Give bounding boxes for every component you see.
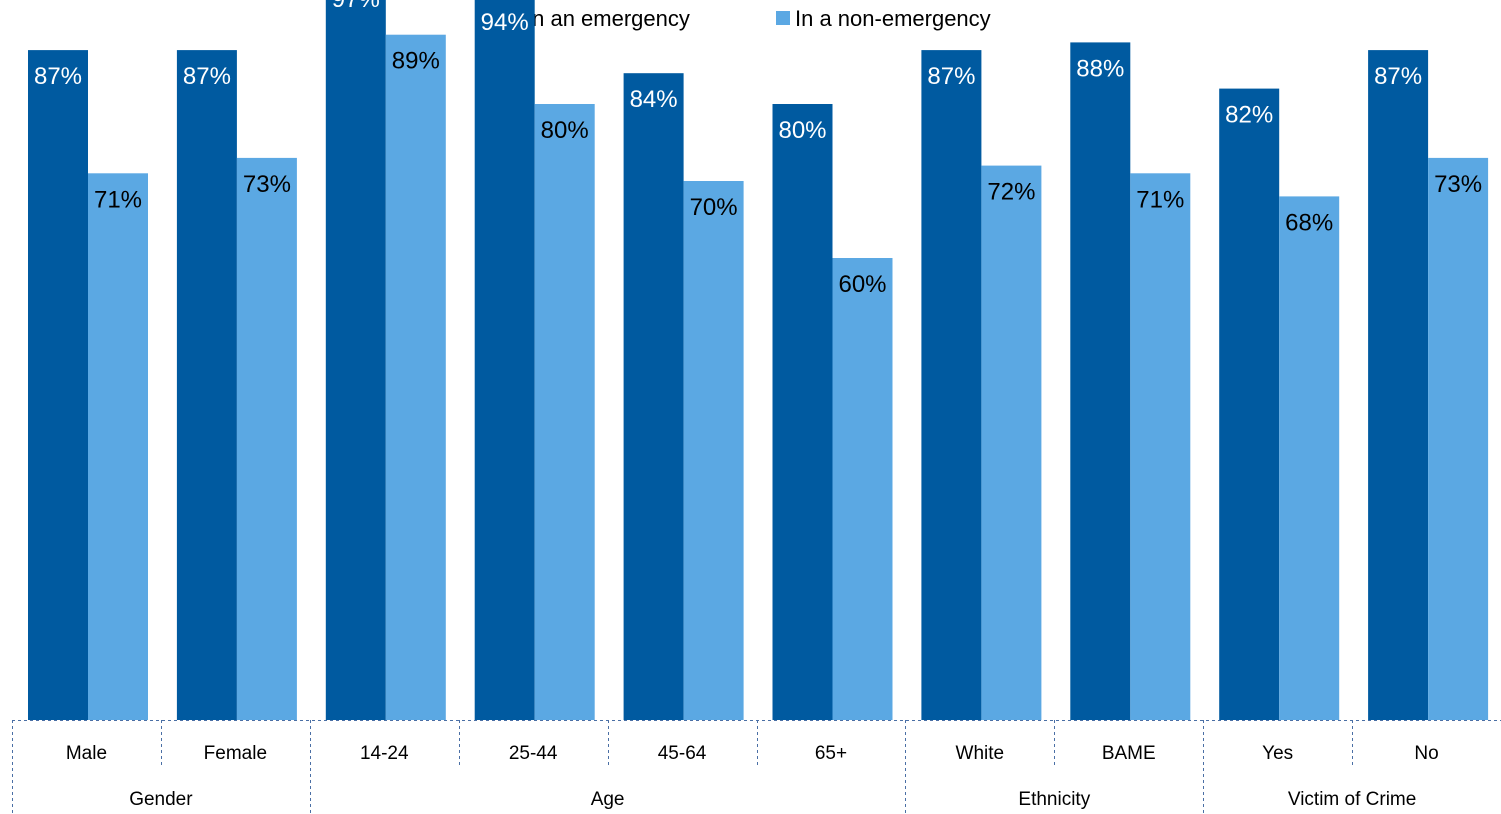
group-label-age: Age (591, 789, 625, 810)
data-label-non-emergency-25-44: 80% (541, 117, 589, 144)
bar-non-emergency-Yes (1279, 196, 1340, 720)
bar-non-emergency-45-64 (683, 181, 744, 720)
bar-emergency-25-44 (474, 0, 535, 720)
data-label-emergency-Male: 87% (34, 63, 82, 90)
category-label-25-44: 25-44 (509, 743, 558, 764)
data-label-non-emergency-White: 72% (987, 179, 1035, 206)
bar-emergency-14-24 (325, 0, 386, 721)
data-label-non-emergency-14-24: 89% (392, 48, 440, 75)
legend-label-2: In a non-emergency (795, 6, 991, 31)
bar-emergency-Male (28, 50, 88, 721)
bar-non-emergency-BAME (1130, 173, 1191, 721)
bar-emergency-BAME (1070, 42, 1131, 720)
group-label-gender: Gender (129, 789, 193, 810)
data-labels: 87% 71% 87% 73% 97% 89% 94% 80% 84% 70% 80% 60% 87% 7… (34, 0, 1482, 298)
category-label-Male: Male (66, 743, 107, 764)
data-label-emergency-No: 87% (1374, 63, 1422, 90)
bar-emergency-Female (176, 50, 237, 721)
bar-emergency-Yes (1219, 88, 1280, 721)
data-label-non-emergency-Yes: 68% (1285, 209, 1333, 236)
data-label-emergency-45-64: 84% (630, 86, 678, 113)
bar-non-emergency-Male (88, 173, 148, 721)
data-label-emergency-Yes: 82% (1225, 102, 1273, 129)
bar-non-emergency-65+ (832, 258, 893, 720)
data-label-non-emergency-45-64: 70% (690, 194, 738, 221)
data-label-emergency-25-44: 94% (481, 9, 529, 36)
data-label-emergency-BAME: 88% (1076, 55, 1124, 82)
data-label-emergency-Female: 87% (183, 63, 231, 90)
bar-non-emergency-No (1428, 157, 1489, 720)
category-label-No: No (1414, 743, 1438, 764)
legend-swatch-2 (776, 11, 790, 25)
category-label-Female: Female (204, 743, 267, 764)
category-label-Yes: Yes (1262, 743, 1293, 764)
category-label-14-24: 14-24 (360, 743, 409, 764)
data-label-emergency-65+: 80% (778, 117, 826, 144)
data-label-non-emergency-65+: 60% (838, 271, 886, 298)
data-label-non-emergency-BAME: 71% (1136, 186, 1184, 213)
legend-label-1: In an emergency (526, 6, 690, 31)
category-label-BAME: BAME (1102, 743, 1156, 764)
bar-emergency-No (1368, 50, 1429, 721)
category-axis: Male Female 14-24 25-44 45-64 65+ White BAME Yes… (12, 720, 1501, 814)
bar-non-emergency-14-24 (385, 34, 446, 720)
bar-non-emergency-Female (236, 157, 297, 720)
bar-emergency-65+ (772, 104, 833, 720)
data-label-emergency-White: 87% (927, 63, 975, 90)
data-label-non-emergency-Male: 71% (94, 186, 142, 213)
bars (28, 0, 1489, 721)
group-label-ethnicity: Ethnicity (1018, 789, 1090, 810)
bar-emergency-45-64 (623, 73, 684, 720)
category-label-White: White (956, 743, 1005, 764)
bar-non-emergency-25-44 (534, 104, 595, 720)
data-label-non-emergency-Female: 73% (243, 171, 291, 198)
data-label-emergency-14-24: 97% (332, 0, 380, 13)
bar-emergency-White (921, 50, 982, 721)
data-label-non-emergency-No: 73% (1434, 171, 1482, 198)
bar-non-emergency-White (981, 165, 1042, 721)
category-label-65+: 65+ (815, 743, 847, 764)
category-label-45-64: 45-64 (658, 743, 707, 764)
legend: In an emergency In a non-emergency (506, 6, 991, 31)
group-label-victim-of-crime: Victim of Crime (1288, 789, 1416, 810)
